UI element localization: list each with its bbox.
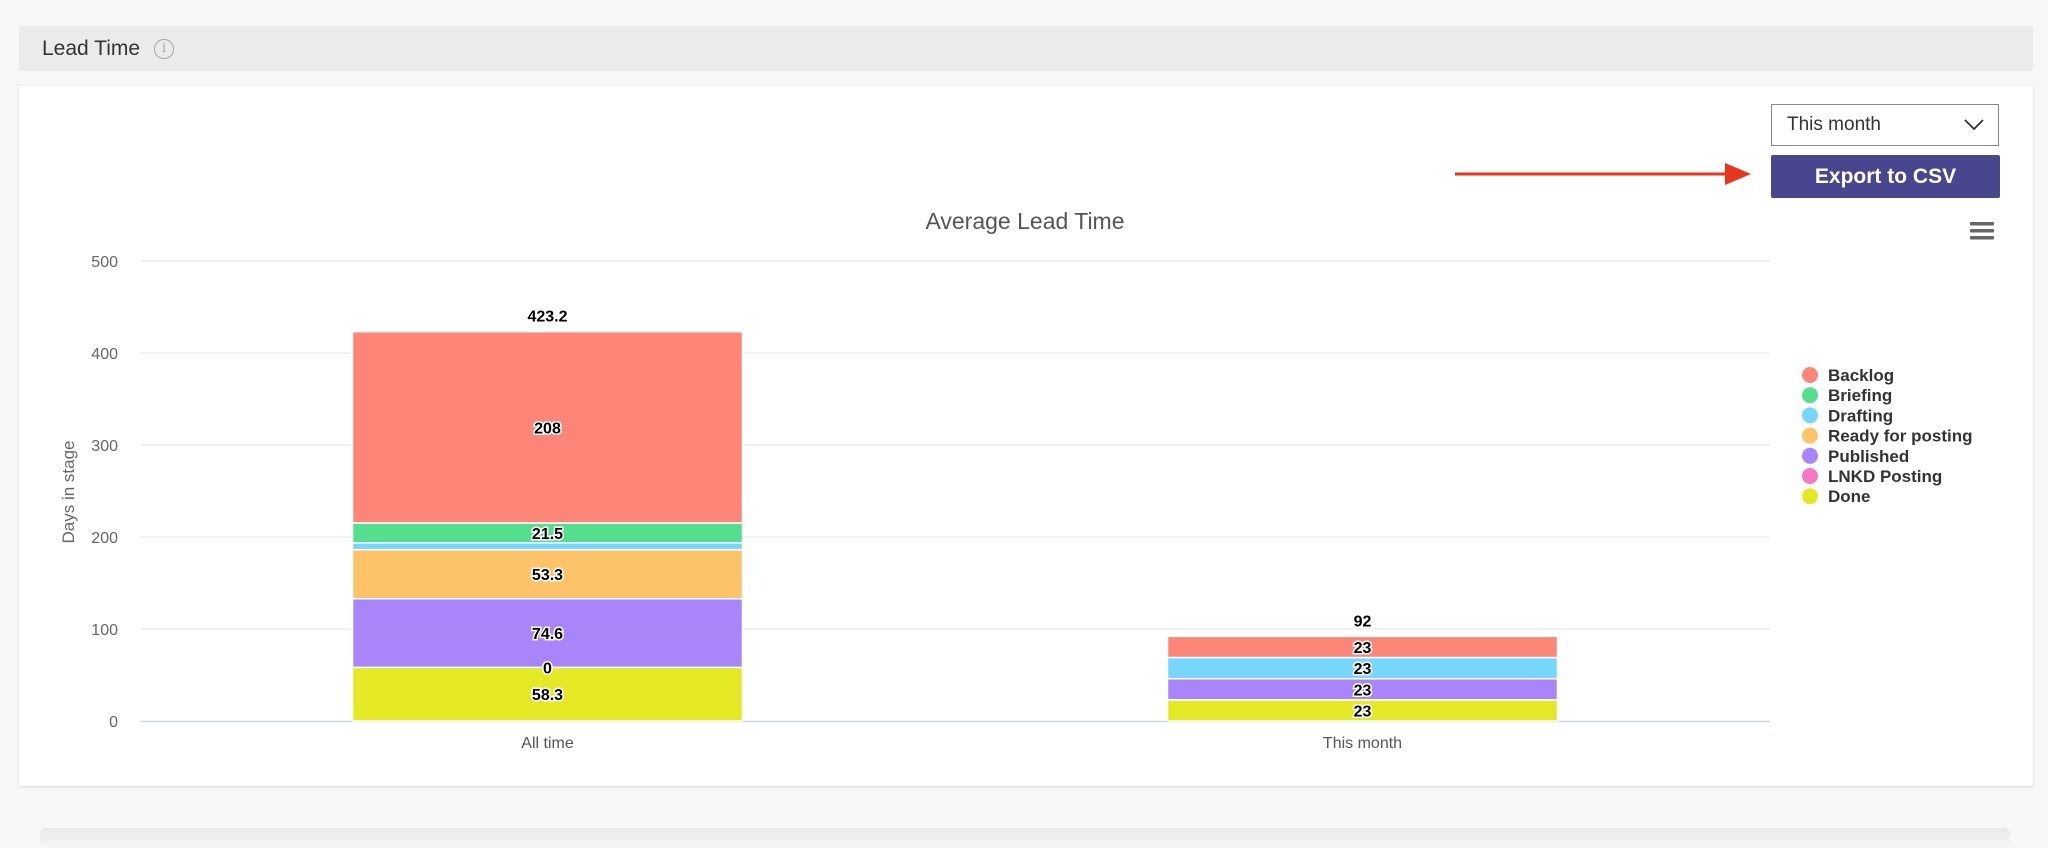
legend-marker: [1802, 488, 1818, 505]
data-label: 0: [543, 660, 552, 677]
y-axis-label: Days in stage: [59, 441, 78, 544]
y-tick-label: 200: [91, 530, 118, 547]
chart-title: Average Lead Time: [925, 208, 1124, 234]
data-label: 23: [1354, 682, 1372, 699]
period-select[interactable]: This month: [1771, 104, 1999, 146]
legend-marker: [1802, 387, 1818, 404]
legend-item: Briefing: [1828, 386, 1892, 405]
legend-marker: [1802, 407, 1818, 424]
data-label: 23: [1354, 703, 1372, 720]
y-tick-label: 100: [91, 622, 118, 639]
data-label: 21.5: [532, 526, 563, 543]
x-category-label: This month: [1323, 735, 1402, 752]
annotation-arrow: [1455, 163, 1751, 185]
bar-segment: [351, 542, 744, 551]
legend-item: Ready for posting: [1828, 427, 1973, 446]
legend-marker: [1802, 447, 1818, 464]
bar-segment: [351, 548, 744, 600]
period-select-value: This month: [1787, 114, 1881, 135]
legend-item: Done: [1828, 487, 1871, 506]
export-csv-button[interactable]: Export to CSV: [1771, 155, 2000, 198]
y-tick-label: 0: [109, 714, 118, 731]
info-icon[interactable]: i: [154, 38, 175, 59]
data-label: 58.3: [532, 687, 563, 704]
y-tick-label: 400: [91, 346, 118, 363]
section-title: Lead Time: [42, 36, 141, 60]
hamburger-menu-icon[interactable]: [1968, 220, 1996, 242]
data-label: 208: [534, 420, 561, 437]
bar-segment: [351, 597, 744, 669]
data-label: 74.6: [532, 626, 563, 643]
data-label: 23: [1354, 640, 1372, 657]
stack-total-label: 92: [1354, 613, 1372, 630]
stack-total-label: 423.2: [527, 309, 567, 326]
section-header: Lead Time i: [19, 26, 2033, 71]
bar-segment: [351, 330, 744, 524]
legend-item: LNKD Posting: [1828, 467, 1942, 486]
y-tick-label: 300: [91, 438, 118, 455]
next-card-edge: [40, 828, 2010, 848]
legend-item: Drafting: [1828, 406, 1893, 425]
legend-item: Backlog: [1828, 366, 1894, 385]
legend-marker: [1802, 468, 1818, 484]
bar-segment: [1166, 635, 1559, 659]
legend-marker: [1802, 367, 1818, 383]
data-label: 23: [1354, 661, 1372, 678]
data-label: 53.3: [532, 567, 563, 584]
legend-item: Published: [1828, 447, 1909, 466]
y-tick-label: 500: [91, 254, 118, 271]
x-category-label: All time: [521, 735, 574, 752]
chevron-down-icon: [1964, 119, 1984, 131]
legend-marker: [1802, 427, 1818, 444]
